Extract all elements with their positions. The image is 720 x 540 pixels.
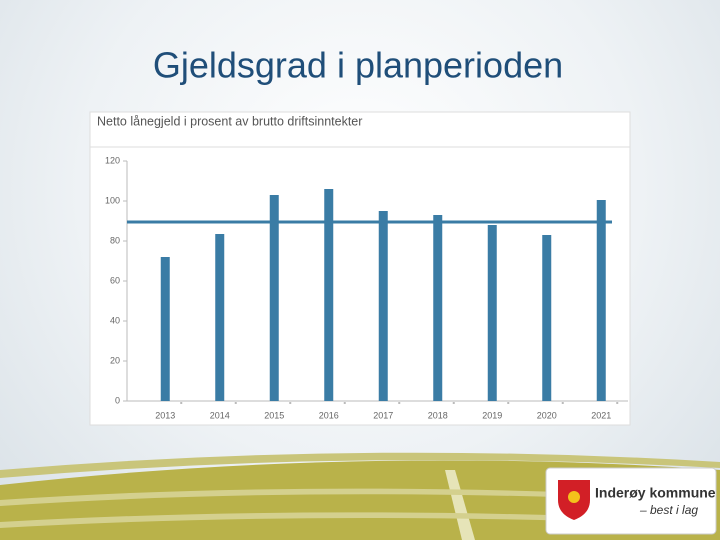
x-tick-label: 2017 [373,410,393,420]
logo-name: Inderøy kommune [595,485,716,501]
logo-tagline: – best i lag [639,503,698,517]
x-tick-mark [180,402,183,404]
x-tick-label: 2019 [482,410,502,420]
bar [160,257,170,401]
y-tick-label: 40 [110,315,120,325]
bar [596,200,606,401]
bar [433,215,443,401]
field-edge [0,452,720,478]
y-tick-label: 120 [105,155,120,165]
x-tick-mark [398,402,401,404]
x-tick-mark [616,402,619,404]
x-tick-label: 2013 [155,410,175,420]
bar [269,195,279,401]
y-tick-label: 100 [105,195,120,205]
bar [324,189,334,401]
field-furrow [0,512,640,528]
x-tick-mark [561,402,564,404]
x-tick-mark [507,402,510,404]
bar [542,235,552,401]
x-tick-mark [234,402,237,404]
fields [0,452,720,540]
x-tick-mark [452,402,455,404]
y-tick-label: 20 [110,355,120,365]
x-tick-label: 2018 [428,410,448,420]
x-tick-label: 2021 [591,410,611,420]
bar [215,234,225,401]
y-tick-label: 80 [110,235,120,245]
chart-panel [89,111,631,426]
x-tick-label: 2014 [210,410,230,420]
slide-title: Gjeldsgrad i planperioden [153,45,563,86]
x-tick-mark [343,402,346,404]
x-tick-label: 2015 [264,410,284,420]
logo-emblem [568,491,580,503]
x-tick-label: 2016 [319,410,339,420]
chart-title: Netto lånegjeld i prosent av brutto drif… [97,114,362,128]
field-road [445,470,475,540]
bar [487,225,497,401]
y-tick-label: 60 [110,275,120,285]
bar [378,211,388,401]
x-tick-label: 2020 [537,410,557,420]
field-furrow [0,488,640,506]
x-tick-mark [289,402,292,404]
y-tick-label: 0 [115,395,120,405]
